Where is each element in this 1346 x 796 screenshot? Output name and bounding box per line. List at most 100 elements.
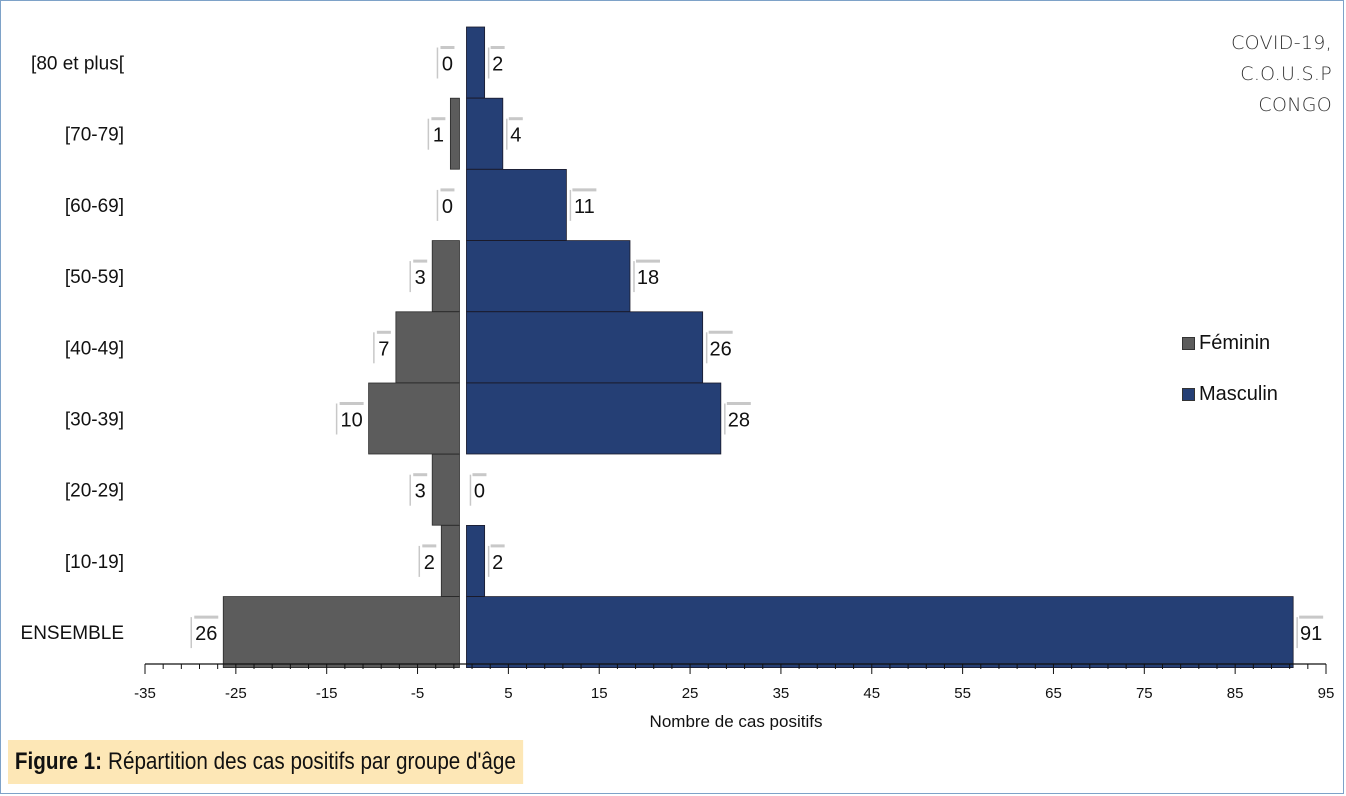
data-label-text: 7 bbox=[378, 338, 389, 360]
data-label: 0 bbox=[469, 472, 490, 506]
data-label-box bbox=[419, 543, 440, 577]
category-label: [60-69] bbox=[65, 196, 124, 217]
bar-masculin bbox=[466, 26, 486, 99]
data-label-box bbox=[373, 330, 394, 364]
data-label: 0 bbox=[436, 45, 458, 79]
legend-item-feminin: Féminin bbox=[1182, 332, 1270, 355]
figure-caption-label: Figure 1: bbox=[14, 748, 103, 775]
bar-masculin bbox=[466, 382, 722, 455]
data-label: 2 bbox=[418, 543, 440, 577]
x-tick-label: 45 bbox=[863, 685, 880, 702]
data-label: 91 bbox=[1296, 615, 1327, 649]
legend-swatch-masculin bbox=[1182, 388, 1195, 401]
category-label: [20-29] bbox=[65, 481, 124, 502]
category-label: [10-19] bbox=[65, 552, 124, 573]
data-label-text: 11 bbox=[574, 196, 595, 218]
data-label-text: 10 bbox=[340, 410, 362, 432]
category-label: ENSEMBLE bbox=[21, 623, 124, 644]
data-label-box bbox=[336, 401, 367, 435]
data-label-text: 91 bbox=[1300, 623, 1322, 645]
category-label: [80 et plus[ bbox=[31, 54, 125, 75]
bar-masculin bbox=[466, 168, 567, 241]
bar-feminin bbox=[440, 525, 460, 597]
x-tick-label: 85 bbox=[1227, 685, 1244, 702]
data-label-box bbox=[428, 116, 449, 150]
data-label: 7 bbox=[373, 330, 394, 364]
bar-feminin bbox=[368, 382, 460, 455]
bar-feminin bbox=[431, 453, 460, 526]
x-tick-label: -35 bbox=[134, 685, 156, 702]
category-label: [40-49] bbox=[65, 338, 124, 359]
bar-feminin bbox=[395, 311, 460, 384]
legend-label-masculin: Masculin bbox=[1199, 383, 1278, 405]
x-tick-label: 15 bbox=[591, 685, 608, 702]
bar-masculin bbox=[466, 525, 486, 597]
data-label-box bbox=[410, 472, 431, 506]
x-tick-label: 75 bbox=[1136, 685, 1153, 702]
category-label: [70-79] bbox=[65, 125, 124, 146]
bar-masculin bbox=[466, 240, 631, 313]
corner-note-line: CONGO bbox=[1258, 94, 1332, 116]
data-label-box bbox=[191, 615, 222, 649]
x-axis: -35 -25 -15 -5 5 15 25 35 45 55 65 75 85 95 bbox=[134, 663, 1335, 702]
data-label: 26 bbox=[190, 615, 222, 649]
category-label: [50-59] bbox=[65, 267, 124, 288]
data-label-text: 2 bbox=[424, 552, 435, 574]
bars-layer bbox=[222, 26, 1294, 668]
x-axis-title: Nombre de cas positifs bbox=[650, 712, 823, 730]
data-label: 10 bbox=[335, 401, 367, 435]
category-label: [30-39] bbox=[65, 410, 124, 431]
data-label: 2 bbox=[487, 45, 508, 79]
data-label: 3 bbox=[409, 259, 431, 293]
data-label: 26 bbox=[705, 330, 736, 364]
data-label-box bbox=[487, 543, 508, 577]
bar-masculin bbox=[466, 596, 1294, 668]
data-label-box bbox=[469, 472, 490, 506]
x-tick-label: 65 bbox=[1045, 685, 1062, 702]
data-label: 0 bbox=[436, 187, 458, 221]
bar-feminin bbox=[449, 97, 460, 170]
category-labels: [80 et plus[ [70-79] [60-69] [50-59] [40-49]… bbox=[21, 54, 125, 645]
data-label-box bbox=[723, 401, 754, 435]
x-tick-label: -15 bbox=[316, 685, 338, 702]
figure-caption: Figure 1: Répartition des cas positifs p… bbox=[8, 740, 523, 784]
population-pyramid-chart: -35 -25 -15 -5 5 15 25 35 45 55 65 75 85 95 [80 et pl… bbox=[21, 26, 1335, 730]
data-label-text: 2 bbox=[492, 552, 503, 574]
data-label-box bbox=[632, 259, 663, 293]
data-label-text: 26 bbox=[195, 623, 217, 645]
data-label-text: 0 bbox=[474, 481, 485, 503]
data-label: 11 bbox=[569, 187, 600, 221]
data-label-text: 1 bbox=[433, 125, 444, 147]
data-label-box bbox=[410, 259, 431, 293]
data-label: 18 bbox=[632, 259, 663, 293]
bar-feminin bbox=[222, 596, 460, 668]
data-labels: 0 2 1 4 0 11 3 18 7 26 10 28 3 0 2 2 26 91 bbox=[190, 45, 1327, 649]
data-label-text: 2 bbox=[492, 54, 503, 76]
corner-note: COVID-19, C.O.U.S.P CONGO bbox=[1231, 28, 1332, 121]
x-tick-label: 5 bbox=[504, 685, 512, 702]
bar-feminin bbox=[431, 240, 460, 313]
data-label-text: 3 bbox=[415, 267, 426, 289]
data-label-text: 4 bbox=[510, 125, 521, 147]
data-label-box bbox=[437, 45, 458, 79]
x-tick-label: 35 bbox=[773, 685, 790, 702]
x-tick-label: -5 bbox=[411, 685, 424, 702]
data-label-text: 18 bbox=[637, 267, 659, 289]
corner-note-line: C.O.U.S.P bbox=[1240, 63, 1332, 85]
data-label-box bbox=[487, 45, 508, 79]
data-label: 1 bbox=[427, 116, 449, 150]
data-label-box bbox=[505, 116, 526, 150]
data-label-text: 3 bbox=[415, 481, 426, 503]
bar-masculin bbox=[466, 97, 504, 170]
data-label-box bbox=[1296, 615, 1327, 649]
x-tick-label: 95 bbox=[1318, 685, 1335, 702]
data-label-text: 26 bbox=[710, 338, 732, 360]
corner-note-line: COVID-19, bbox=[1231, 32, 1332, 54]
data-label-text: 0 bbox=[442, 196, 453, 218]
legend-swatch-feminin bbox=[1182, 337, 1195, 350]
x-tick-label: 55 bbox=[954, 685, 971, 702]
data-label-box bbox=[705, 330, 736, 364]
legend-label-feminin: Féminin bbox=[1199, 332, 1271, 354]
data-label-text: 0 bbox=[442, 54, 453, 76]
figure-caption-text: Répartition des cas positifs par groupe … bbox=[108, 748, 516, 775]
